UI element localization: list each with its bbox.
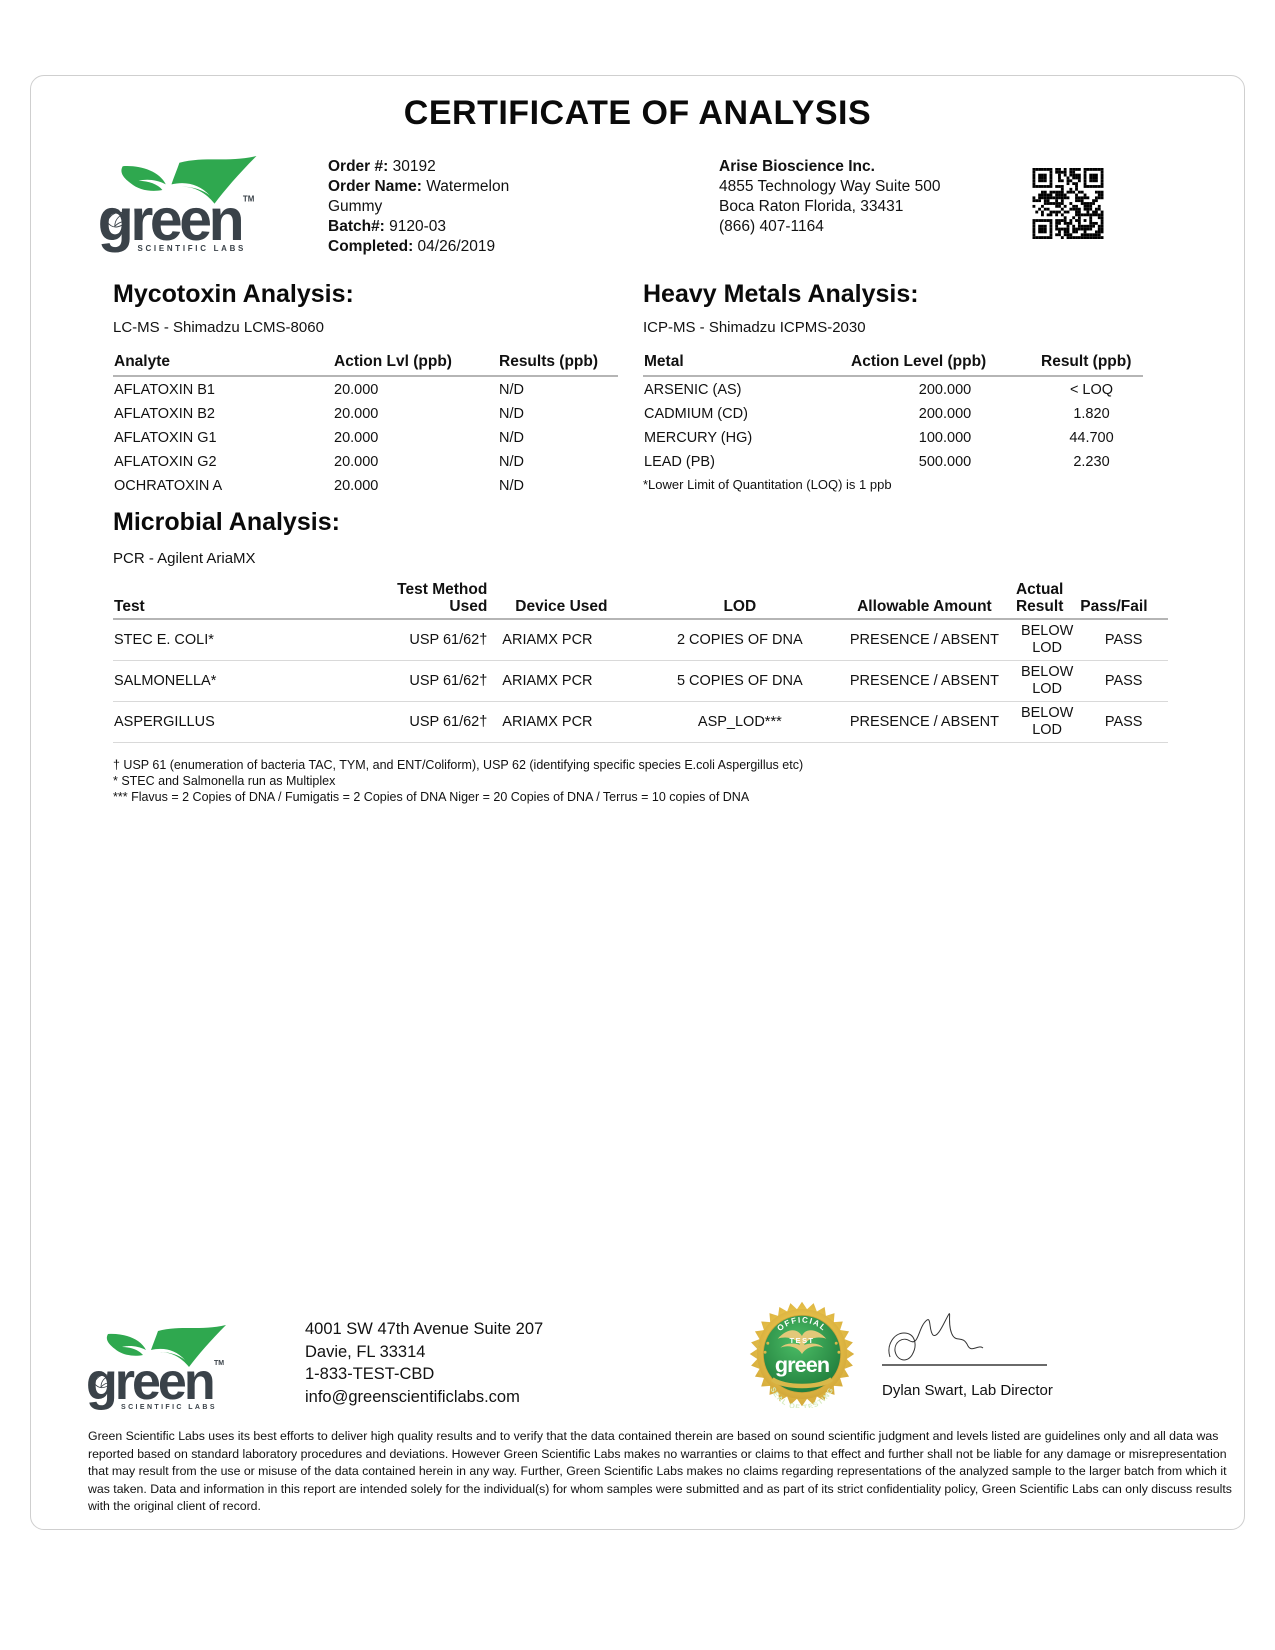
svg-text:TM: TM: [214, 1360, 224, 1367]
svg-text:green: green: [100, 188, 242, 253]
svg-text:SCIENTIFIC LABS: SCIENTIFIC LABS: [121, 1404, 217, 1411]
svg-text:green: green: [88, 1353, 213, 1411]
svg-text:SCIENTIFIC LABS: SCIENTIFIC LABS: [137, 244, 246, 253]
svg-text:green: green: [775, 1352, 829, 1377]
svg-text:TEST: TEST: [790, 1336, 815, 1345]
svg-text:TM: TM: [243, 194, 255, 203]
